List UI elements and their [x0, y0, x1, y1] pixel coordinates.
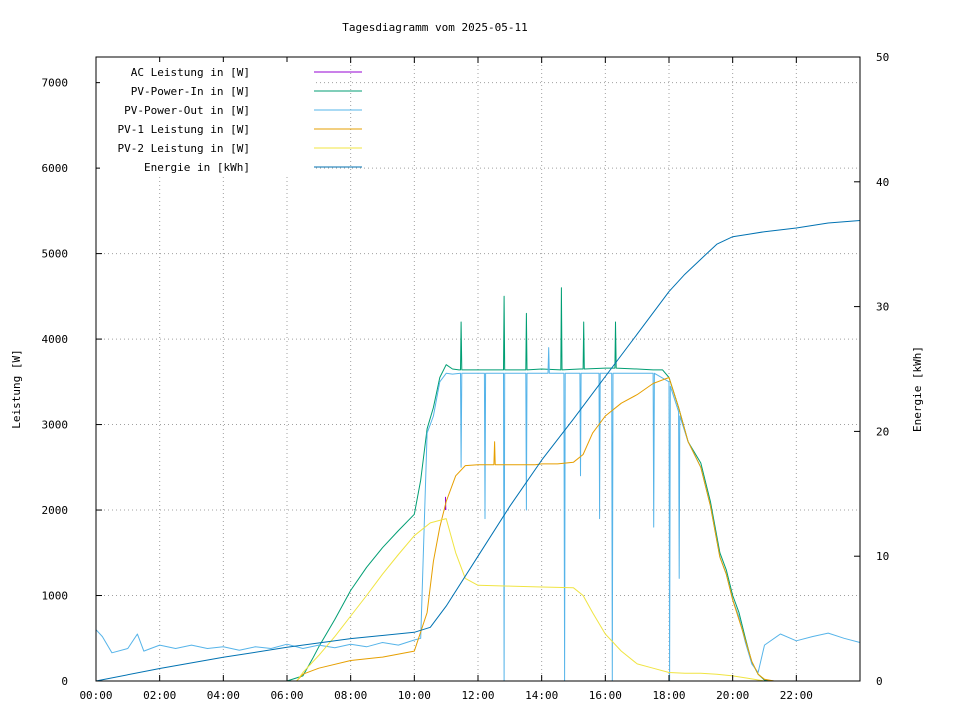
- x-tick-label: 18:00: [652, 689, 685, 702]
- y2-tick-label: 40: [876, 176, 889, 189]
- x-tick-label: 06:00: [270, 689, 303, 702]
- legend-label-4: PV-1 Leistung in [W]: [118, 123, 250, 136]
- series-line-6: [95, 220, 861, 682]
- legend-label-6: Energie in [kWh]: [144, 161, 250, 174]
- x-tick-label: 10:00: [398, 689, 431, 702]
- series-line-2: [286, 287, 775, 682]
- x-tick-label: 12:00: [461, 689, 494, 702]
- x-tick-label: 00:00: [79, 689, 112, 702]
- y2-tick-label: 50: [876, 51, 889, 64]
- series-line-4: [296, 377, 775, 682]
- y2-tick-label: 20: [876, 425, 889, 438]
- axes: 00:00 02:00 04:00 06:00 08:00 10:00 12:00 14:00…: [42, 51, 890, 702]
- y-tick-label: 0: [61, 675, 68, 688]
- y2-axis-label: Energie [kWh]: [911, 346, 924, 432]
- y2-tick-label: 0: [876, 675, 883, 688]
- y2-tick-label: 30: [876, 301, 889, 314]
- legend-box: [100, 62, 314, 176]
- x-tick-label: 16:00: [589, 689, 622, 702]
- legend-label-5: PV-2 Leistung in [W]: [118, 142, 250, 155]
- legend-label-2: PV-Power-In in [W]: [131, 85, 250, 98]
- y-axis-label: Leistung [W]: [10, 349, 23, 428]
- x-tick-label: 08:00: [334, 689, 367, 702]
- y-tick-label: 6000: [42, 162, 69, 175]
- y2-tick-label: 10: [876, 550, 889, 563]
- y-tick-label: 3000: [42, 419, 69, 432]
- series-layer: [95, 220, 861, 682]
- y-tick-label: 4000: [42, 333, 69, 346]
- y-tick-label: 1000: [42, 590, 69, 603]
- x-tick-label: 14:00: [525, 689, 558, 702]
- x-tick-label: 04:00: [207, 689, 240, 702]
- y-tick-label: 2000: [42, 504, 69, 517]
- legend-label-1: AC Leistung in [W]: [131, 66, 250, 79]
- y-tick-label: 7000: [42, 77, 69, 90]
- chart-title: Tagesdiagramm vom 2025-05-11: [342, 21, 527, 34]
- legend: AC Leistung in [W] PV-Power-In in [W] PV-P…: [100, 62, 362, 176]
- x-tick-label: 20:00: [716, 689, 749, 702]
- y-tick-label: 5000: [42, 248, 69, 261]
- legend-label-3: PV-Power-Out in [W]: [124, 104, 250, 117]
- x-tick-label: 02:00: [143, 689, 176, 702]
- x-tick-label: 22:00: [780, 689, 813, 702]
- series-line-5: [296, 518, 765, 682]
